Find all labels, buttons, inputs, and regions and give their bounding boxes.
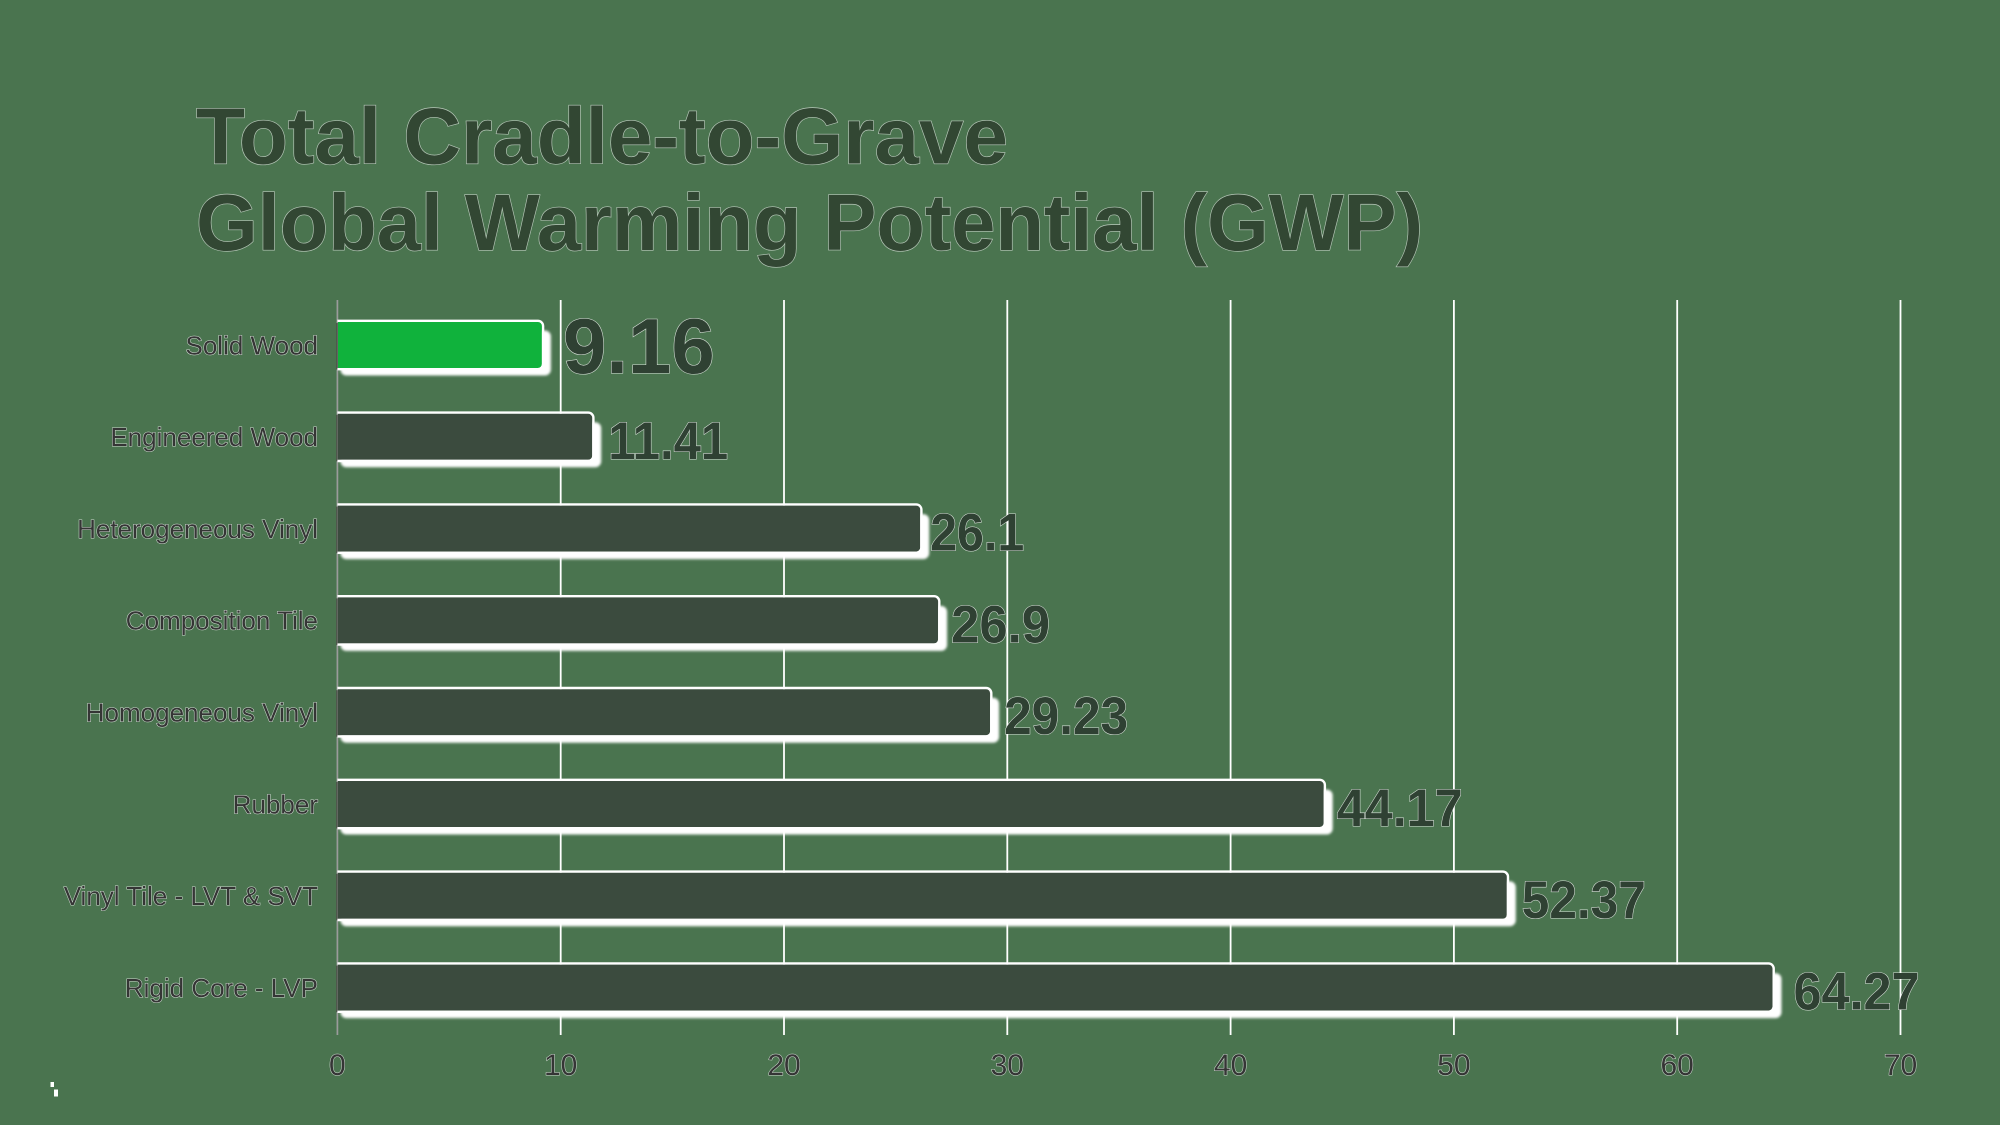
svg-text:40: 40 [1214,1049,1247,1082]
svg-text:Solid Wood: Solid Wood [186,330,319,360]
svg-text:50: 50 [1437,1049,1470,1082]
svg-text:Total Cradle-to-Grave: Total Cradle-to-Grave [196,92,1008,181]
svg-text:52.37: 52.37 [1522,871,1646,930]
svg-text:11.41: 11.41 [608,412,728,471]
svg-text:Rubber: Rubber [233,789,319,819]
svg-text:Composition Tile: Composition Tile [126,606,318,636]
svg-text:Heterogeneous Vinyl: Heterogeneous Vinyl [77,514,318,544]
svg-text:70: 70 [1884,1049,1917,1082]
svg-text:60: 60 [1661,1049,1694,1082]
svg-text:Global Warming Potential (GWP): Global Warming Potential (GWP) [196,178,1423,267]
svg-text:Rigid Core - LVP: Rigid Core - LVP [125,973,318,1003]
svg-text:26.1: 26.1 [930,504,1024,563]
svg-text:Vinyl Tile - LVT & SVT: Vinyl Tile - LVT & SVT [64,881,318,911]
svg-text:0: 0 [329,1049,346,1082]
svg-text:20: 20 [767,1049,800,1082]
svg-text:Engineered Wood: Engineered Wood [110,422,318,452]
svg-text:9.16: 9.16 [563,302,715,390]
svg-text:26.9: 26.9 [951,595,1050,654]
svg-text:64.27: 64.27 [1794,963,1920,1022]
svg-text:44.17: 44.17 [1337,779,1463,838]
svg-text:Homogeneous Vinyl: Homogeneous Vinyl [86,698,318,728]
svg-text:29.23: 29.23 [1004,687,1128,746]
svg-text:30: 30 [991,1049,1024,1082]
svg-text:10: 10 [544,1049,577,1082]
